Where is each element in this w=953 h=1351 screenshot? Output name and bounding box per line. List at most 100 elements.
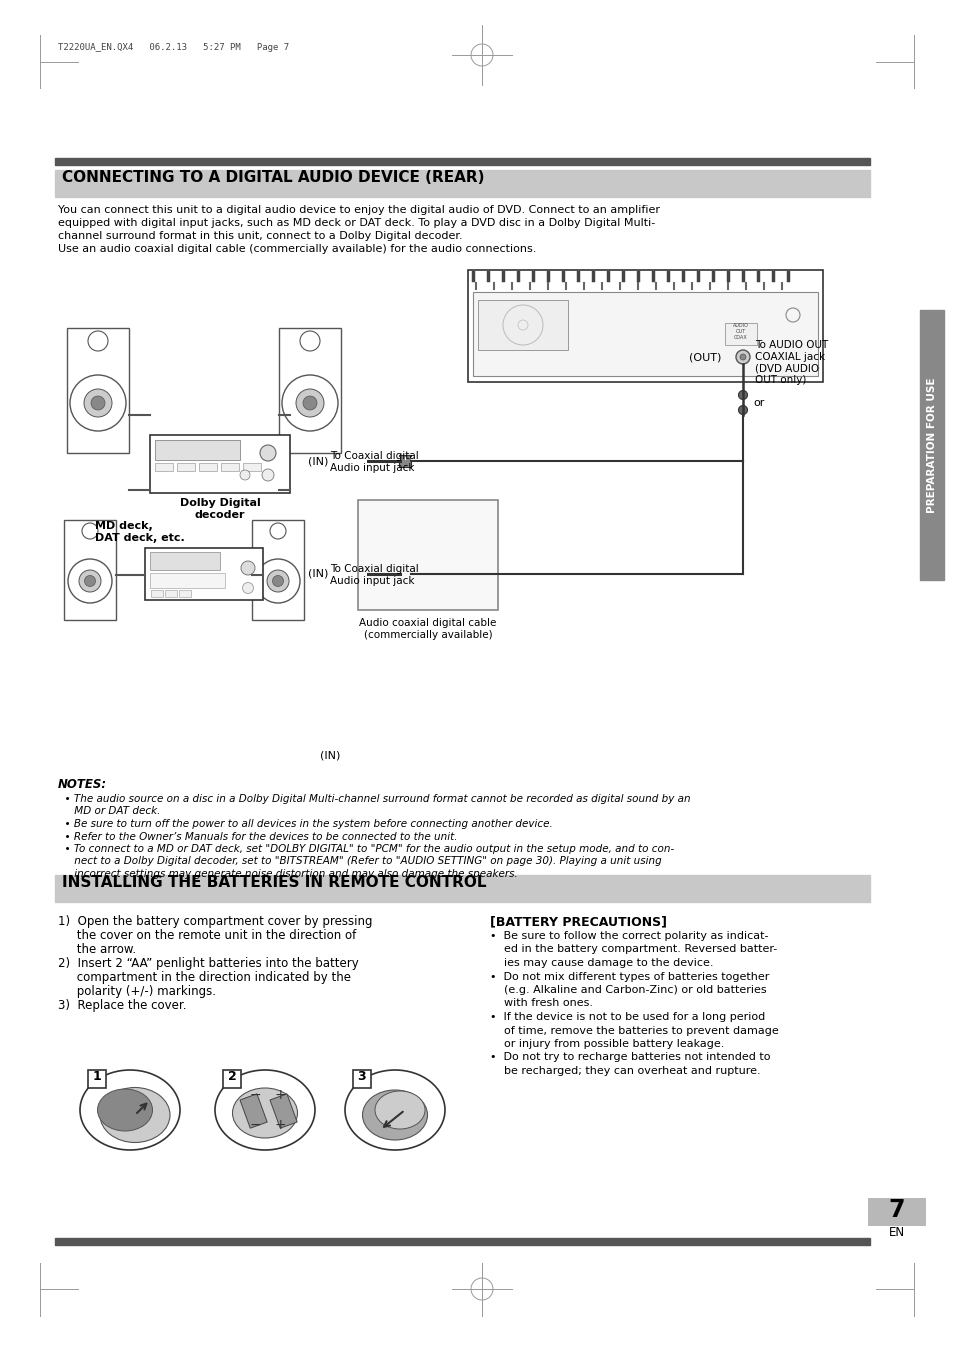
Ellipse shape xyxy=(82,523,98,539)
Bar xyxy=(477,300,567,350)
Text: nect to a Dolby Digital decoder, set to "BITSTREAM" (Refer to "AUDIO SETTING" on: nect to a Dolby Digital decoder, set to … xyxy=(58,857,661,866)
Text: (OUT): (OUT) xyxy=(688,353,720,362)
Text: You can connect this unit to a digital audio device to enjoy the digital audio o: You can connect this unit to a digital a… xyxy=(58,205,659,215)
Ellipse shape xyxy=(79,570,101,592)
Text: EN: EN xyxy=(888,1225,904,1239)
Bar xyxy=(353,1070,371,1088)
Text: compartment in the direction indicated by the: compartment in the direction indicated b… xyxy=(58,971,351,984)
Bar xyxy=(55,875,869,902)
Text: be recharged; they can overheat and rupture.: be recharged; they can overheat and rupt… xyxy=(490,1066,760,1075)
Ellipse shape xyxy=(97,1089,152,1131)
Ellipse shape xyxy=(68,559,112,603)
Ellipse shape xyxy=(375,1092,424,1129)
Ellipse shape xyxy=(260,444,275,461)
Text: •  Do not mix different types of batteries together: • Do not mix different types of batterie… xyxy=(490,971,768,981)
Ellipse shape xyxy=(299,331,319,351)
Text: • Be sure to turn off the power to all devices in the system before connecting a: • Be sure to turn off the power to all d… xyxy=(58,819,552,830)
Bar xyxy=(278,328,340,453)
Text: Use an audio coaxial digital cable (commercially available) for the audio connec: Use an audio coaxial digital cable (comm… xyxy=(58,245,536,254)
Text: of time, remove the batteries to prevent damage: of time, remove the batteries to prevent… xyxy=(490,1025,778,1035)
Text: •  If the device is not to be used for a long period: • If the device is not to be used for a … xyxy=(490,1012,764,1021)
Text: •  Do not try to recharge batteries not intended to: • Do not try to recharge batteries not i… xyxy=(490,1052,770,1062)
Text: Dolby Digital
decoder: Dolby Digital decoder xyxy=(179,499,260,520)
Bar xyxy=(150,573,225,588)
Ellipse shape xyxy=(738,405,747,415)
Bar xyxy=(151,590,163,597)
Ellipse shape xyxy=(303,396,316,409)
Text: the cover on the remote unit in the direction of: the cover on the remote unit in the dire… xyxy=(58,929,355,942)
Ellipse shape xyxy=(255,559,299,603)
Ellipse shape xyxy=(85,576,95,586)
Bar xyxy=(177,463,194,471)
Text: MD or DAT deck.: MD or DAT deck. xyxy=(58,807,160,816)
Text: [BATTERY PRECAUTIONS]: [BATTERY PRECAUTIONS] xyxy=(490,915,666,928)
Ellipse shape xyxy=(242,582,253,593)
Bar xyxy=(64,520,116,620)
Ellipse shape xyxy=(345,1070,444,1150)
Ellipse shape xyxy=(241,561,254,576)
Text: or injury from possible battery leakage.: or injury from possible battery leakage. xyxy=(490,1039,723,1048)
Text: • Refer to the Owner’s Manuals for the devices to be connected to the unit.: • Refer to the Owner’s Manuals for the d… xyxy=(58,831,457,842)
Bar xyxy=(150,435,290,493)
Ellipse shape xyxy=(740,354,745,359)
Text: polarity (+/-) markings.: polarity (+/-) markings. xyxy=(58,985,215,998)
Text: •  Be sure to follow the correct polarity as indicat-: • Be sure to follow the correct polarity… xyxy=(490,931,768,942)
Text: • The audio source on a disc in a Dolby Digital Multi-channel surround format ca: • The audio source on a disc in a Dolby … xyxy=(58,794,690,804)
Text: INSTALLING THE BATTERIES IN REMOTE CONTROL: INSTALLING THE BATTERIES IN REMOTE CONTR… xyxy=(62,875,486,890)
Text: NOTES:: NOTES: xyxy=(58,778,107,790)
Text: (IN): (IN) xyxy=(308,457,328,466)
Ellipse shape xyxy=(240,470,250,480)
Bar xyxy=(55,158,869,165)
Bar xyxy=(468,270,822,382)
Ellipse shape xyxy=(735,350,749,363)
Bar xyxy=(154,463,172,471)
Text: (IN): (IN) xyxy=(308,569,328,580)
Text: the arrow.: the arrow. xyxy=(58,943,136,957)
Ellipse shape xyxy=(80,1070,180,1150)
Text: or: or xyxy=(752,399,763,408)
Text: 7: 7 xyxy=(888,1198,904,1223)
Ellipse shape xyxy=(282,376,337,431)
Bar xyxy=(145,549,263,600)
Bar xyxy=(223,1070,241,1088)
Text: To AUDIO OUT
COAXIAL jack
(DVD AUDIO
OUT only): To AUDIO OUT COAXIAL jack (DVD AUDIO OUT… xyxy=(754,340,827,385)
Text: PREPARATION FOR USE: PREPARATION FOR USE xyxy=(926,377,936,513)
Ellipse shape xyxy=(233,1088,297,1138)
Bar xyxy=(165,590,177,597)
Bar xyxy=(252,520,304,620)
Text: ies may cause damage to the device.: ies may cause damage to the device. xyxy=(490,958,713,969)
Ellipse shape xyxy=(84,389,112,417)
Text: +: + xyxy=(274,1088,286,1102)
Ellipse shape xyxy=(88,331,108,351)
Text: T2220UA_EN.QX4   06.2.13   5:27 PM   Page 7: T2220UA_EN.QX4 06.2.13 5:27 PM Page 7 xyxy=(58,43,289,53)
Text: ed in the battery compartment. Reversed batter-: ed in the battery compartment. Reversed … xyxy=(490,944,777,955)
Text: MD deck,
DAT deck, etc.: MD deck, DAT deck, etc. xyxy=(95,521,185,543)
Ellipse shape xyxy=(295,389,324,417)
Bar xyxy=(473,292,817,376)
Bar xyxy=(150,553,220,570)
Ellipse shape xyxy=(362,1090,427,1140)
Text: 3: 3 xyxy=(357,1070,366,1084)
Bar xyxy=(88,1070,106,1088)
Text: Audio coaxial digital cable
(commercially available): Audio coaxial digital cable (commerciall… xyxy=(359,617,497,639)
Ellipse shape xyxy=(70,376,126,431)
Text: • To connect to a MD or DAT deck, set "DOLBY DIGITAL" to "PCM" for the audio out: • To connect to a MD or DAT deck, set "D… xyxy=(58,844,674,854)
Text: CONNECTING TO A DIGITAL AUDIO DEVICE (REAR): CONNECTING TO A DIGITAL AUDIO DEVICE (RE… xyxy=(62,170,484,185)
Text: To Coaxial digital
Audio input jack: To Coaxial digital Audio input jack xyxy=(330,451,418,473)
Ellipse shape xyxy=(262,469,274,481)
Bar xyxy=(724,323,757,345)
Ellipse shape xyxy=(270,523,286,539)
Bar xyxy=(867,1198,925,1225)
Bar xyxy=(240,1094,267,1128)
Bar xyxy=(55,170,869,197)
Text: AUDIO
OUT
COAX: AUDIO OUT COAX xyxy=(732,323,748,339)
Ellipse shape xyxy=(91,396,105,409)
Text: To Coaxial digital
Audio input jack: To Coaxial digital Audio input jack xyxy=(330,563,418,585)
Text: 2: 2 xyxy=(228,1070,236,1084)
Text: −: − xyxy=(249,1119,260,1132)
Bar xyxy=(398,567,411,580)
Text: −: − xyxy=(249,1088,260,1102)
Bar xyxy=(270,1094,297,1128)
Bar xyxy=(243,463,261,471)
Text: with fresh ones.: with fresh ones. xyxy=(490,998,593,1008)
